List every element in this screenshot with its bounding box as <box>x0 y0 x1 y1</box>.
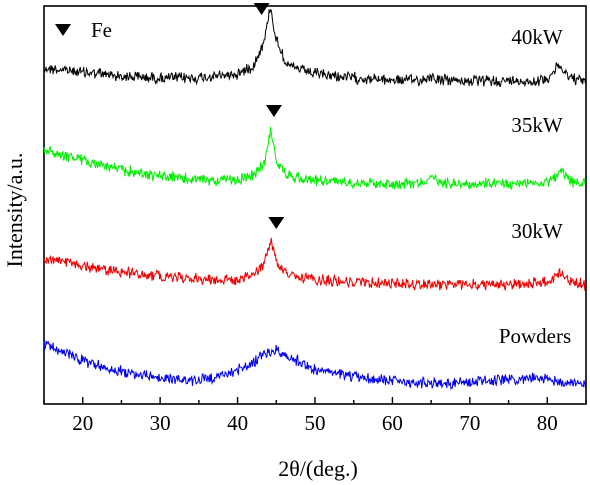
series-annotations: 40kW 35kW 30kW Powders <box>499 25 571 348</box>
x-tick-label: 60 <box>382 411 403 435</box>
series-line-35kw <box>43 126 586 191</box>
legend-label: Fe <box>91 18 112 42</box>
series-label-40kw: 40kW <box>511 25 563 49</box>
peak-markers <box>253 3 285 229</box>
series-layer <box>43 9 586 391</box>
x-axis-ticks: 20 30 40 50 60 70 80 <box>43 397 587 435</box>
series-line-30kw <box>43 237 586 292</box>
series-label-powders: Powders <box>499 324 571 348</box>
y-axis-label: Intensity/a.u. <box>2 153 27 268</box>
peak-marker-35kw-icon <box>265 105 282 117</box>
legend: Fe <box>55 18 112 42</box>
series-label-30kw: 30kW <box>511 219 563 243</box>
peak-marker-40kw-icon <box>253 3 270 15</box>
x-tick-label: 70 <box>459 411 480 435</box>
x-tick-label: 50 <box>305 411 326 435</box>
x-tick-label: 20 <box>72 411 93 435</box>
series-line-powders <box>43 340 586 391</box>
peak-marker-30kw-icon <box>268 217 285 229</box>
legend-triangle-icon <box>55 24 71 36</box>
series-label-35kw: 35kW <box>511 113 563 137</box>
x-tick-label: 80 <box>537 411 558 435</box>
x-tick-label: 30 <box>150 411 171 435</box>
series-line-40kw <box>43 9 586 88</box>
x-tick-label: 40 <box>227 411 248 435</box>
x-axis-label: 2θ/(deg.) <box>278 456 358 481</box>
